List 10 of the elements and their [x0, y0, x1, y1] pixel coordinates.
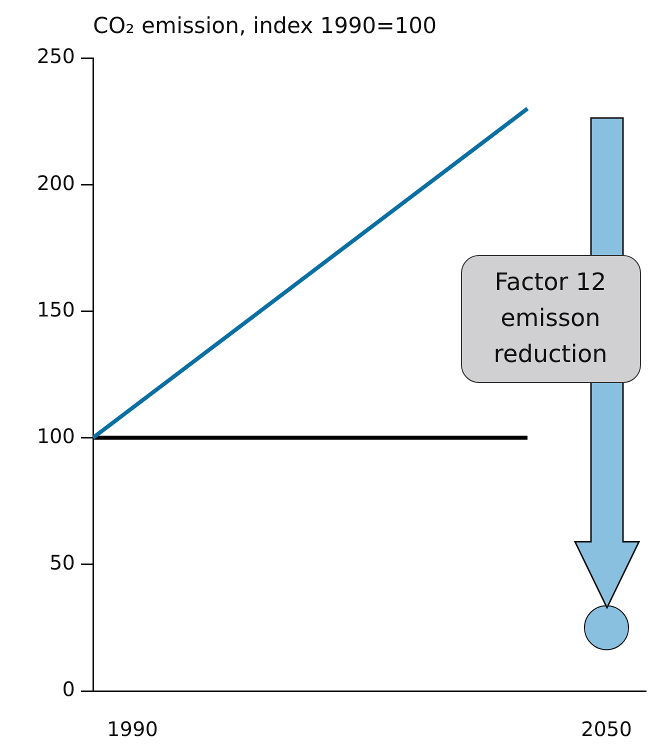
y-tick-label: 150 — [36, 297, 75, 322]
x-tick-label: 1990 — [107, 717, 158, 742]
y-tick-label: 250 — [36, 44, 75, 68]
annotation: Factor 12 emisson reduction — [460, 255, 640, 383]
y-tick-label: 50 — [50, 550, 75, 575]
chart-title: CO₂ emission, index 1990=100 — [93, 14, 437, 39]
x-tick-label: 2050 — [581, 717, 632, 742]
y-tick-label: 0 — [62, 677, 75, 702]
y-tick-label: 200 — [36, 170, 75, 195]
y-tick-label: 100 — [36, 424, 75, 448]
